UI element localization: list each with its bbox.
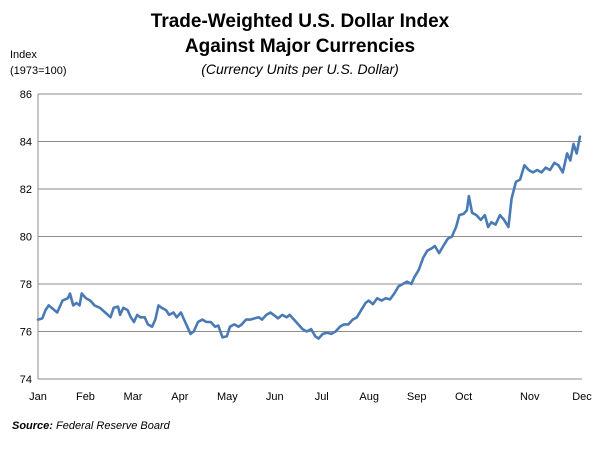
series-line	[36, 135, 582, 340]
x-tick-label: Sep	[407, 391, 427, 403]
x-tick-label: Jul	[315, 391, 329, 403]
source-label: Source:	[12, 420, 53, 432]
y-tick-label: 78	[20, 279, 32, 291]
y-tick-label: 76	[20, 327, 32, 339]
source-text: Federal Reserve Board	[56, 420, 170, 432]
x-tick-label: May	[217, 391, 238, 403]
x-tick-label: Aug	[359, 391, 379, 403]
x-tick-label: Apr	[171, 391, 188, 403]
chart-title: Trade-Weighted U.S. Dollar Index	[150, 11, 450, 32]
y-tick-label: 80	[20, 232, 32, 244]
y-axis-label-unit: (1973=100)	[10, 65, 67, 77]
x-tick-label: Nov	[520, 391, 540, 403]
x-tick-label: Mar	[123, 391, 142, 403]
x-tick-label: Oct	[455, 391, 472, 403]
y-tick-label: 84	[20, 137, 32, 149]
y-axis-label: Index	[10, 49, 37, 61]
x-tick-label: Feb	[76, 391, 95, 403]
x-tick-label: Jun	[266, 391, 284, 403]
chart-title-line-2: Against Major Currencies	[184, 36, 416, 57]
y-tick-label: 74	[20, 374, 32, 386]
x-tick-label: Dec	[572, 391, 592, 403]
y-tick-label: 86	[20, 89, 32, 101]
source-note: Source: Federal Reserve Board	[12, 420, 170, 432]
y-tick-label: 82	[20, 184, 32, 196]
chart-subtitle: (Currency Units per U.S. Dollar)	[201, 61, 399, 77]
x-tick-label: Jan	[29, 391, 47, 403]
